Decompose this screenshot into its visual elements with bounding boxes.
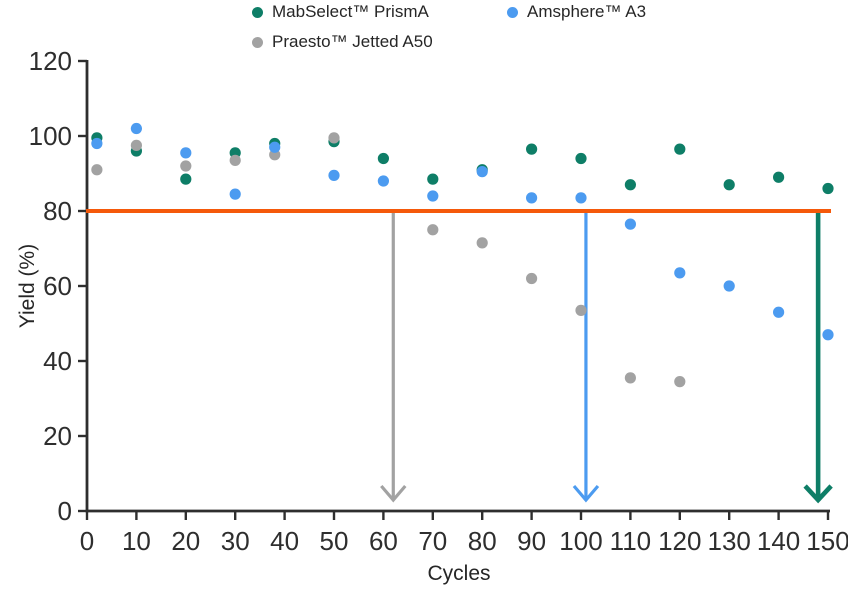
data-point bbox=[723, 280, 735, 292]
failure-arrow-head bbox=[380, 484, 407, 503]
legend-item-praesto-jetted-a50: Praesto™ Jetted A50 bbox=[252, 31, 433, 53]
data-point bbox=[674, 267, 686, 279]
x-tick-label: 40 bbox=[270, 526, 299, 556]
data-point bbox=[427, 224, 439, 236]
data-point bbox=[377, 175, 389, 187]
x-tick-label: 90 bbox=[517, 526, 546, 556]
legend-label-praesto-jetted-a50: Praesto™ Jetted A50 bbox=[272, 32, 433, 51]
data-point bbox=[91, 137, 103, 150]
y-tick-label: 120 bbox=[29, 46, 72, 76]
data-point bbox=[476, 166, 488, 178]
legend-item-amsphere-a3: Amsphere™ A3 bbox=[507, 1, 646, 23]
legend-marker-mabselect-prisma-icon bbox=[252, 6, 263, 18]
data-point bbox=[723, 179, 735, 191]
data-point bbox=[624, 179, 637, 191]
x-tick-label: 0 bbox=[80, 526, 94, 556]
y-tick-label: 60 bbox=[43, 271, 72, 301]
y-axis-title: Yield (%) bbox=[16, 243, 39, 329]
x-tick-label: 20 bbox=[171, 526, 200, 556]
data-point bbox=[822, 329, 834, 341]
data-point bbox=[180, 173, 192, 185]
x-tick-label: 150 bbox=[806, 526, 848, 556]
data-point bbox=[427, 173, 439, 185]
data-point bbox=[130, 122, 142, 135]
data-point bbox=[377, 152, 389, 165]
data-point bbox=[575, 152, 587, 165]
data-point bbox=[476, 237, 488, 249]
data-point bbox=[575, 304, 587, 316]
x-tick-label: 60 bbox=[369, 526, 398, 556]
x-tick-label: 10 bbox=[122, 526, 151, 556]
data-point bbox=[91, 164, 103, 176]
data-point bbox=[674, 143, 686, 155]
data-point bbox=[624, 372, 637, 384]
x-tick-label: 140 bbox=[757, 526, 800, 556]
data-point bbox=[180, 147, 192, 159]
data-point bbox=[328, 132, 340, 144]
legend-item-mabselect-prisma: MabSelect™ PrismA bbox=[252, 1, 429, 23]
legend-marker-praesto-jetted-a50-icon bbox=[252, 36, 263, 48]
legend-marker-amsphere-a3-icon bbox=[507, 6, 518, 18]
y-tick-label: 40 bbox=[43, 346, 72, 376]
data-point bbox=[229, 154, 241, 166]
data-point bbox=[180, 160, 192, 172]
x-tick-label: 30 bbox=[221, 526, 250, 556]
x-tick-label: 120 bbox=[658, 526, 701, 556]
data-point bbox=[269, 141, 281, 153]
x-tick-label: 130 bbox=[708, 526, 751, 556]
data-point bbox=[773, 171, 785, 183]
y-tick-label: 0 bbox=[58, 496, 72, 526]
data-point bbox=[328, 169, 340, 181]
x-axis-title: Cycles bbox=[427, 562, 491, 585]
y-tick-label: 80 bbox=[43, 196, 72, 226]
data-point bbox=[130, 139, 142, 151]
x-tick-label: 100 bbox=[559, 526, 602, 556]
data-point bbox=[229, 188, 241, 200]
data-point bbox=[427, 190, 439, 202]
data-point bbox=[526, 272, 538, 285]
data-point bbox=[575, 192, 587, 204]
y-tick-label: 100 bbox=[29, 121, 72, 151]
data-point bbox=[773, 306, 785, 318]
failure-arrow-head bbox=[803, 484, 833, 504]
y-tick-label: 20 bbox=[43, 421, 72, 451]
data-point bbox=[822, 182, 834, 195]
legend-label-amsphere-a3: Amsphere™ A3 bbox=[527, 2, 647, 21]
x-tick-label: 110 bbox=[610, 526, 651, 556]
failure-arrow-head bbox=[572, 484, 600, 503]
x-tick-label: 70 bbox=[418, 526, 447, 556]
data-point bbox=[624, 218, 637, 230]
data-point bbox=[526, 192, 538, 204]
x-tick-label: 50 bbox=[320, 526, 349, 556]
data-point bbox=[674, 376, 686, 388]
legend-label-mabselect-prisma: MabSelect™ PrismA bbox=[272, 2, 429, 21]
x-tick-label: 80 bbox=[468, 526, 497, 556]
data-point bbox=[526, 143, 538, 155]
